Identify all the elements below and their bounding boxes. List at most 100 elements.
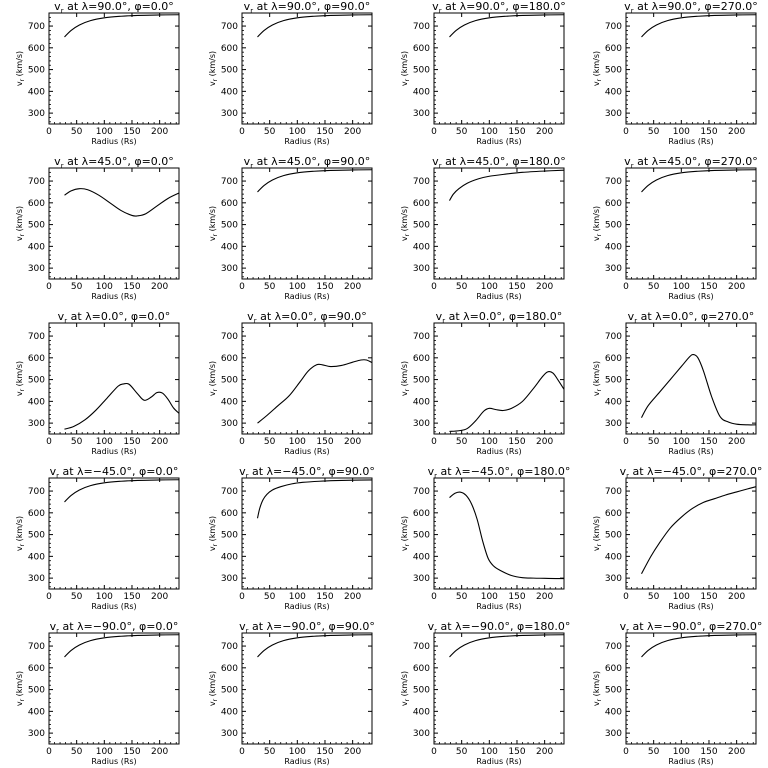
- x-tick-label: 200: [536, 747, 553, 757]
- x-tick-label: 50: [71, 127, 83, 137]
- y-axis-label: vr (km/s): [208, 51, 219, 86]
- panel-r2-c4: vr at λ=45.0°, φ=270.0° 0 50 100 150 200 300 40…: [592, 155, 758, 301]
- panel-r3-c2: vr at λ=0.0°, φ=90.0° 0 50 100 150 200 300 400 5…: [208, 310, 373, 456]
- y-axis-label: vr (km/s): [15, 206, 26, 241]
- series-line: [449, 634, 565, 658]
- y-tick-label: 500: [413, 686, 430, 696]
- x-tick-label: 200: [151, 437, 168, 447]
- series-line: [641, 486, 757, 575]
- x-tick-label: 150: [508, 592, 525, 602]
- y-tick-label: 700: [221, 642, 238, 652]
- y-axis-label: vr (km/s): [208, 516, 219, 551]
- x-tick-label: 200: [536, 592, 553, 602]
- panel-title: vr at λ=−90.0°, φ=270.0°: [620, 620, 763, 635]
- x-tick-label: 200: [536, 437, 553, 447]
- y-tick-label: 700: [413, 177, 430, 187]
- x-tick-label: 50: [264, 282, 276, 292]
- x-axis-label: Radius (Rs): [668, 602, 713, 611]
- y-tick-label: 500: [413, 531, 430, 541]
- x-tick-label: 0: [239, 127, 245, 137]
- x-tick-label: 200: [728, 592, 745, 602]
- x-tick-label: 150: [700, 592, 717, 602]
- x-tick-label: 50: [71, 592, 83, 602]
- y-tick-label: 500: [605, 66, 622, 76]
- y-tick-label: 300: [221, 264, 238, 274]
- x-tick-label: 100: [96, 437, 113, 447]
- y-tick-label: 400: [28, 552, 45, 562]
- y-axis-label: vr (km/s): [15, 671, 26, 706]
- panel-title: vr at λ=0.0°, φ=0.0°: [58, 310, 171, 325]
- x-tick-label: 50: [456, 747, 468, 757]
- panel-r5-c2: vr at λ=−90.0°, φ=90.0° 0 50 100 150 200 300 40…: [208, 620, 375, 766]
- y-tick-label: 500: [221, 376, 238, 386]
- panel-r4-c3: vr at λ=−45.0°, φ=180.0° 0 50 100 150 200 300 4…: [400, 465, 570, 611]
- plot-frame: [48, 12, 180, 125]
- x-tick-label: 200: [344, 592, 361, 602]
- y-tick-label: 500: [605, 686, 622, 696]
- x-tick-label: 150: [508, 437, 525, 447]
- x-tick-label: 0: [623, 127, 629, 137]
- y-tick-label: 300: [413, 574, 430, 584]
- x-tick-label: 100: [96, 282, 113, 292]
- x-tick-label: 200: [344, 127, 361, 137]
- y-tick-label: 600: [28, 354, 45, 364]
- plot-frame: [433, 477, 565, 590]
- x-tick-label: 150: [316, 747, 333, 757]
- series-line: [449, 14, 565, 38]
- x-tick-label: 50: [456, 437, 468, 447]
- x-tick-label: 0: [623, 282, 629, 292]
- series-line: [256, 479, 373, 519]
- panel-title: vr at λ=45.0°, φ=180.0°: [432, 155, 566, 170]
- plot-frame: [241, 477, 373, 590]
- x-tick-label: 200: [536, 127, 553, 137]
- x-tick-label: 0: [623, 592, 629, 602]
- series-line: [449, 169, 565, 201]
- x-tick-label: 0: [46, 437, 52, 447]
- x-tick-label: 100: [481, 282, 498, 292]
- series-line: [641, 14, 757, 38]
- y-tick-label: 500: [605, 221, 622, 231]
- y-axis-label: vr (km/s): [15, 51, 26, 86]
- y-tick-label: 300: [413, 264, 430, 274]
- series-line: [641, 169, 757, 193]
- plot-frame: [625, 12, 757, 125]
- y-tick-label: 300: [28, 109, 45, 119]
- x-tick-label: 100: [673, 282, 690, 292]
- x-axis-label: Radius (Rs): [284, 602, 329, 611]
- y-tick-label: 400: [413, 242, 430, 252]
- y-axis-label: vr (km/s): [400, 206, 411, 241]
- plot-frame: [433, 322, 565, 435]
- panel-r5-c4: vr at λ=−90.0°, φ=270.0° 0 50 100 150 200 300 4…: [592, 620, 762, 766]
- y-tick-label: 500: [221, 686, 238, 696]
- x-tick-label: 100: [289, 127, 306, 137]
- y-tick-label: 400: [28, 242, 45, 252]
- y-tick-label: 600: [28, 199, 45, 209]
- y-axis-label: vr (km/s): [400, 51, 411, 86]
- y-axis-label: vr (km/s): [592, 361, 603, 396]
- plot-frame: [241, 322, 373, 435]
- x-tick-label: 150: [316, 592, 333, 602]
- series-line: [64, 188, 180, 217]
- y-tick-label: 700: [605, 487, 622, 497]
- y-tick-label: 300: [28, 729, 45, 739]
- x-axis-label: Radius (Rs): [284, 757, 329, 766]
- y-tick-label: 400: [413, 707, 430, 717]
- x-axis-label: Radius (Rs): [476, 447, 521, 456]
- x-tick-label: 50: [71, 747, 83, 757]
- y-tick-label: 300: [413, 419, 430, 429]
- x-tick-label: 50: [264, 127, 276, 137]
- y-tick-label: 300: [221, 729, 238, 739]
- plot-frame: [625, 477, 757, 590]
- y-tick-label: 500: [28, 221, 45, 231]
- panel-title: vr at λ=0.0°, φ=90.0°: [247, 310, 367, 325]
- x-tick-label: 0: [239, 592, 245, 602]
- y-tick-label: 600: [413, 664, 430, 674]
- x-tick-label: 200: [151, 282, 168, 292]
- x-tick-label: 100: [96, 592, 113, 602]
- panel-title: vr at λ=45.0°, φ=270.0°: [624, 155, 758, 170]
- plot-frame: [625, 167, 757, 280]
- x-tick-label: 100: [673, 592, 690, 602]
- x-tick-label: 100: [481, 592, 498, 602]
- x-tick-label: 100: [673, 437, 690, 447]
- plot-frame: [433, 12, 565, 125]
